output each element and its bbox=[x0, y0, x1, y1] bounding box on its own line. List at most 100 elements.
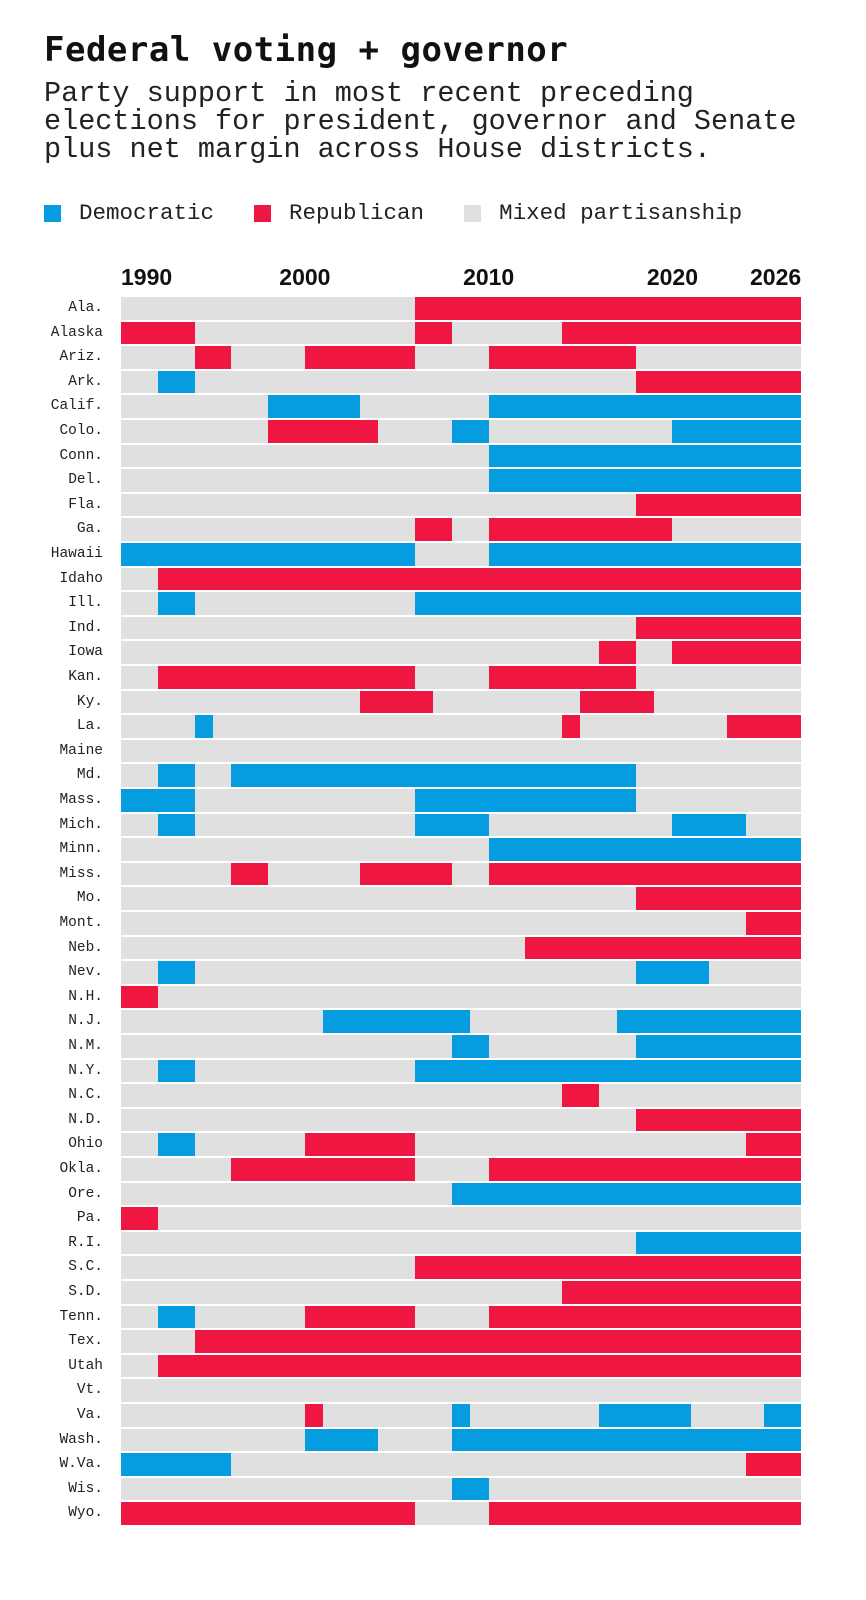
state-label: N.M. bbox=[68, 1038, 103, 1054]
segment-republican bbox=[635, 370, 801, 394]
state-label: Miss. bbox=[59, 865, 103, 882]
state-label: Pa. bbox=[76, 1210, 103, 1227]
state-row: Minn. bbox=[0, 838, 866, 861]
segment-republican bbox=[415, 297, 801, 320]
segment-republican bbox=[580, 690, 654, 714]
segment-democratic bbox=[157, 961, 195, 984]
state-row: Okla. bbox=[0, 1158, 866, 1181]
legend-item-democratic: Democratic bbox=[44, 200, 214, 226]
state-label: S.C. bbox=[68, 1259, 103, 1276]
state-label: Kan. bbox=[68, 669, 103, 685]
segment-democratic bbox=[268, 395, 360, 418]
state-row: Nev. bbox=[0, 961, 866, 984]
legend-label: Republican bbox=[289, 200, 425, 226]
segment-democratic bbox=[231, 764, 636, 787]
state-label: Ind. bbox=[68, 619, 103, 636]
state-label: Mo. bbox=[76, 890, 103, 907]
row-background-mixed bbox=[121, 887, 801, 910]
state-label: Conn. bbox=[59, 447, 103, 464]
state-row: Vt. bbox=[0, 1379, 866, 1402]
segment-democratic bbox=[764, 1404, 801, 1427]
state-label: S.D. bbox=[68, 1284, 103, 1300]
legend-label: Democratic bbox=[79, 200, 215, 226]
segment-republican bbox=[121, 321, 195, 345]
state-label: Del. bbox=[68, 472, 103, 489]
segment-republican bbox=[194, 1330, 801, 1353]
state-row: Kan. bbox=[0, 666, 866, 689]
state-row: La. bbox=[0, 715, 866, 738]
segment-democratic bbox=[415, 592, 801, 615]
state-label: Fla. bbox=[68, 496, 103, 513]
state-row: Wash. bbox=[0, 1428, 866, 1452]
segment-republican bbox=[727, 715, 801, 738]
segment-democratic bbox=[121, 789, 195, 812]
segment-republican bbox=[415, 518, 452, 541]
segment-republican bbox=[121, 1502, 416, 1525]
state-label: Va. bbox=[76, 1407, 103, 1423]
state-label: Mont. bbox=[59, 915, 103, 931]
state-row: W.Va. bbox=[0, 1453, 866, 1476]
state-label: Ky. bbox=[76, 693, 103, 710]
state-label: Ohio bbox=[68, 1136, 103, 1153]
segment-republican bbox=[231, 1158, 416, 1181]
x-tick-label: 1990 bbox=[121, 264, 173, 290]
state-row: Mass. bbox=[0, 789, 866, 812]
segment-republican bbox=[488, 862, 801, 886]
state-row: Mont. bbox=[0, 912, 866, 935]
segment-republican bbox=[598, 641, 636, 664]
segment-democratic bbox=[635, 1035, 801, 1058]
state-row: Fla. bbox=[0, 493, 866, 517]
segment-democratic bbox=[157, 1059, 195, 1083]
state-label: Iowa bbox=[68, 644, 103, 661]
state-row: Wyo. bbox=[0, 1502, 866, 1525]
segment-republican bbox=[562, 321, 801, 345]
state-label: Ill. bbox=[68, 595, 103, 612]
state-label: La. bbox=[76, 718, 103, 735]
row-background-mixed bbox=[121, 1133, 801, 1156]
segment-republican bbox=[157, 567, 801, 591]
state-row: Del. bbox=[0, 469, 866, 492]
state-row: Ohio bbox=[0, 1133, 866, 1156]
state-row: Conn. bbox=[0, 444, 866, 468]
state-label: Ga. bbox=[76, 521, 103, 538]
state-row: Colo. bbox=[0, 420, 866, 443]
state-row: Neb. bbox=[0, 936, 866, 960]
segment-democratic bbox=[488, 838, 801, 861]
segment-democratic bbox=[635, 1231, 801, 1255]
state-row: Tenn. bbox=[0, 1305, 866, 1329]
segment-democratic bbox=[304, 1428, 379, 1452]
segment-republican bbox=[635, 1108, 801, 1132]
state-label: Maine bbox=[59, 742, 103, 759]
row-background-mixed bbox=[121, 985, 801, 1009]
legend-swatch-mixed bbox=[464, 204, 482, 222]
state-row: Ore. bbox=[0, 1182, 866, 1206]
state-label: W.Va. bbox=[59, 1456, 103, 1473]
x-tick-label: 2000 bbox=[279, 264, 331, 290]
segment-republican bbox=[488, 1305, 801, 1329]
legend-swatch-republican bbox=[254, 204, 272, 222]
state-row: Hawaii bbox=[0, 543, 866, 566]
state-label: Wyo. bbox=[68, 1505, 103, 1522]
row-background-mixed bbox=[121, 912, 801, 935]
segment-republican bbox=[359, 862, 452, 886]
state-label: Wash. bbox=[59, 1431, 103, 1448]
segment-democratic bbox=[488, 444, 801, 468]
state-row: N.Y. bbox=[0, 1059, 866, 1083]
row-background-mixed bbox=[121, 1108, 801, 1132]
x-tick-label: 2020 bbox=[646, 264, 699, 290]
state-label: Ala. bbox=[68, 300, 103, 316]
segment-democratic bbox=[598, 1404, 691, 1427]
segment-republican bbox=[304, 1305, 416, 1329]
segment-democratic bbox=[672, 420, 801, 443]
segment-republican bbox=[121, 985, 158, 1009]
legend: Democratic Republican Mixed partisanship bbox=[44, 200, 782, 226]
x-tick-label: 2010 bbox=[463, 264, 515, 290]
legend-item-republican: Republican bbox=[254, 200, 424, 226]
segment-republican bbox=[672, 641, 801, 664]
segment-democratic bbox=[415, 813, 489, 837]
state-row: Ariz. bbox=[0, 346, 866, 369]
segment-republican bbox=[157, 666, 416, 689]
segment-republican bbox=[304, 1404, 324, 1427]
row-background-mixed bbox=[121, 961, 801, 984]
state-label: N.H. bbox=[68, 988, 103, 1005]
